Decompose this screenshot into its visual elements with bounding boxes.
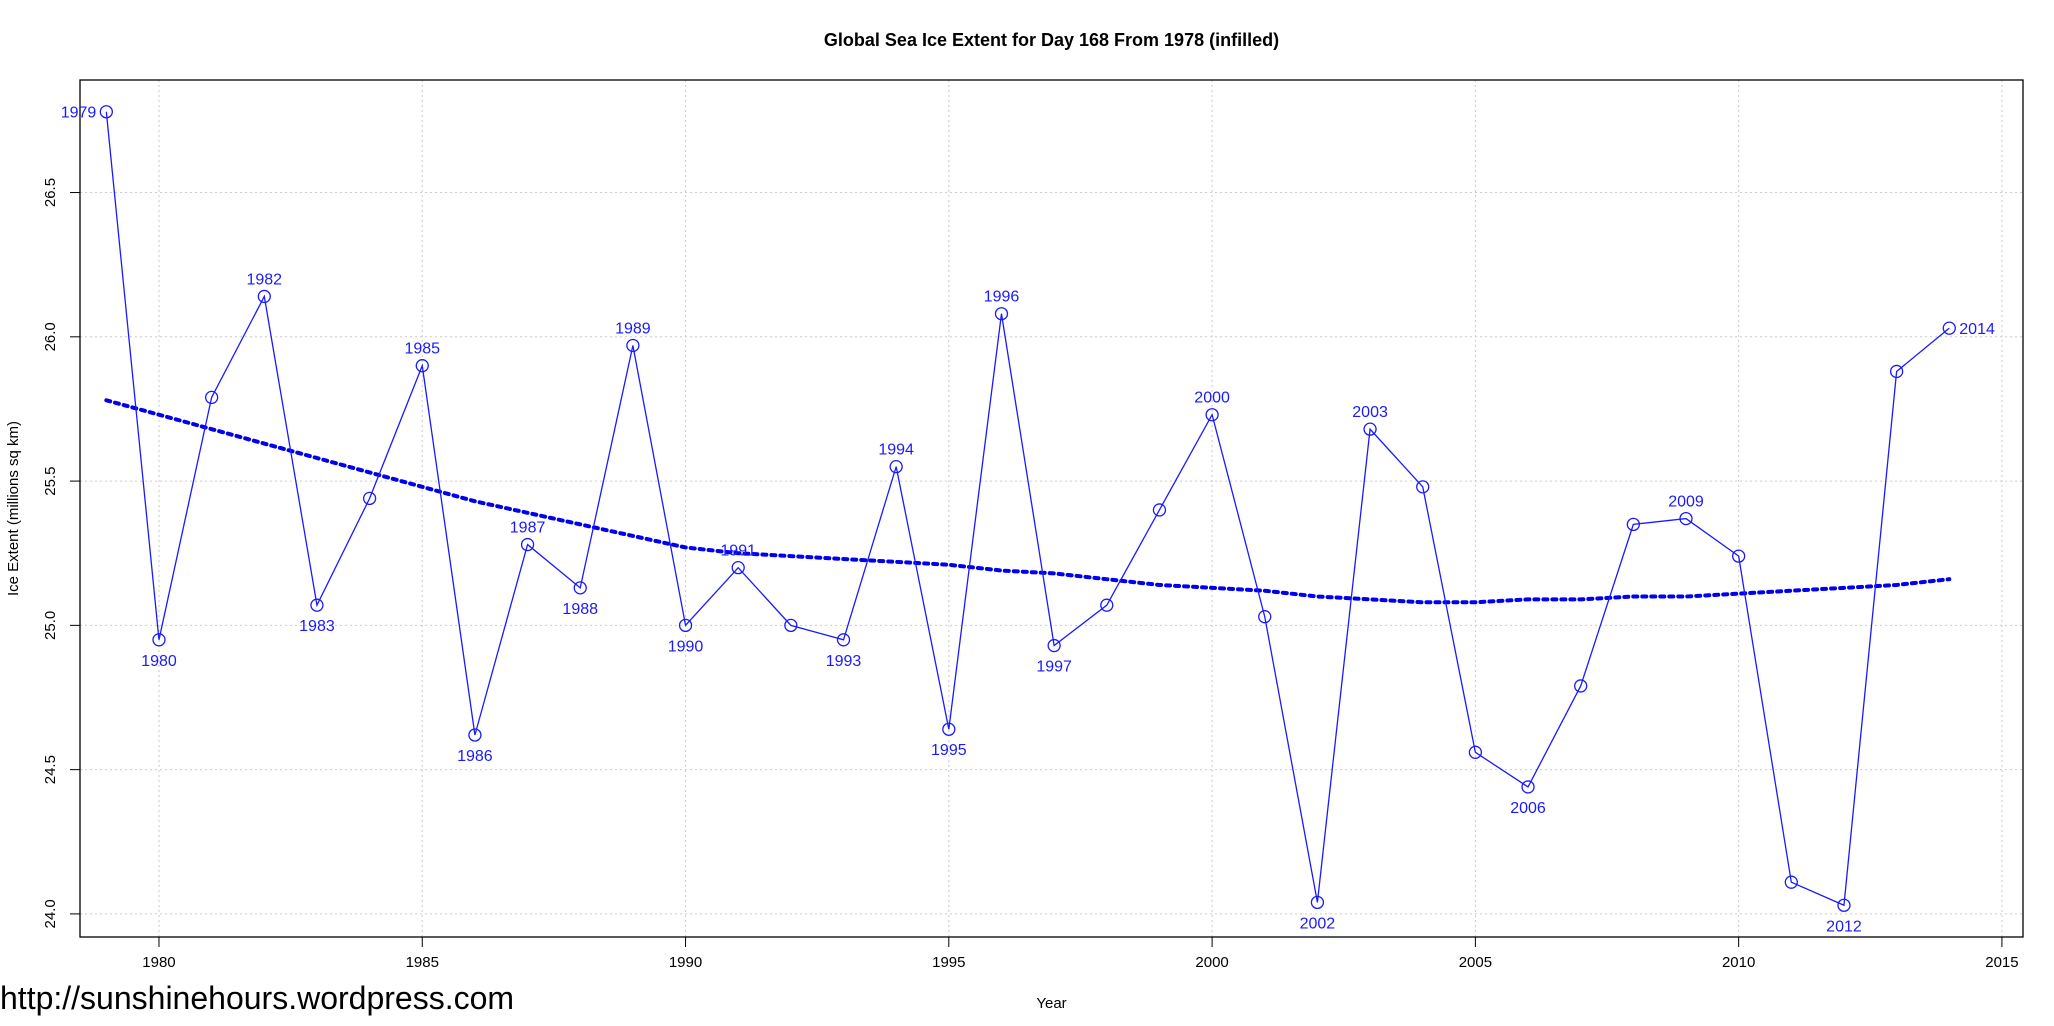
data-point bbox=[310, 598, 324, 612]
plot-frame bbox=[79, 79, 2024, 938]
point-label: 1995 bbox=[931, 742, 967, 759]
point-label: 2009 bbox=[1668, 494, 1704, 511]
data-point bbox=[1732, 549, 1746, 563]
point-label: 2006 bbox=[1510, 800, 1546, 817]
data-point bbox=[1574, 679, 1588, 693]
point-label: 1991 bbox=[720, 543, 756, 560]
data-point bbox=[1468, 745, 1483, 759]
data-point bbox=[99, 105, 113, 119]
chart-title: Global Sea Ice Extent for Day 168 From 1… bbox=[824, 30, 1279, 50]
y-tick-label: 24.5 bbox=[42, 755, 59, 784]
point-label: 1989 bbox=[615, 320, 651, 337]
point-label: 1987 bbox=[510, 520, 546, 537]
point-label: 1980 bbox=[141, 653, 177, 670]
data-point bbox=[1363, 422, 1377, 436]
data-point bbox=[626, 338, 640, 353]
data-point bbox=[1889, 364, 1904, 379]
y-tick-label: 25.5 bbox=[42, 466, 59, 495]
data-point bbox=[257, 289, 271, 304]
point-label: 1996 bbox=[984, 289, 1020, 306]
data-point bbox=[942, 722, 956, 736]
x-tick-label: 1990 bbox=[669, 954, 702, 971]
point-label: 2003 bbox=[1352, 404, 1388, 421]
watermark-url: http://sunshinehours.wordpress.com bbox=[0, 980, 515, 1016]
data-point bbox=[1205, 408, 1219, 422]
point-label: 1979 bbox=[61, 105, 97, 122]
data-point bbox=[362, 491, 377, 506]
data-point bbox=[1258, 610, 1272, 624]
point-label: 2002 bbox=[1300, 915, 1336, 932]
y-tick-label: 26.5 bbox=[42, 178, 59, 207]
x-axis-label: Year bbox=[1036, 995, 1066, 1012]
y-tick-label: 24.0 bbox=[42, 899, 59, 928]
point-label: 1986 bbox=[457, 748, 493, 765]
point-label: 2012 bbox=[1826, 918, 1862, 935]
data-point bbox=[152, 633, 166, 647]
x-tick-label: 1985 bbox=[406, 954, 439, 971]
data-point bbox=[1521, 780, 1535, 794]
data-point bbox=[889, 460, 903, 474]
point-label: 1997 bbox=[1036, 659, 1072, 676]
series-ice-extent bbox=[99, 105, 1956, 912]
y-axis-label: Ice Extent (millions sq km) bbox=[5, 421, 22, 596]
data-point bbox=[836, 633, 851, 647]
data-point bbox=[204, 390, 219, 405]
x-axis: 1980 1985 1990 1995 2000 2005 2010 2015 bbox=[142, 936, 2019, 971]
point-label: 1982 bbox=[246, 271, 282, 288]
point-label: 1990 bbox=[668, 638, 704, 655]
series-line-path bbox=[105, 111, 1950, 907]
x-tick-label: 1980 bbox=[142, 954, 175, 971]
data-point bbox=[994, 307, 1009, 321]
y-axis: 24.0 24.5 25.0 25.5 26.0 26.5 bbox=[42, 178, 81, 929]
point-label: 1993 bbox=[826, 653, 862, 670]
data-point bbox=[678, 618, 693, 633]
data-point bbox=[1047, 638, 1061, 653]
data-point bbox=[1416, 480, 1430, 494]
y-tick-label: 26.0 bbox=[42, 322, 59, 351]
data-point bbox=[415, 359, 429, 373]
data-point bbox=[1837, 898, 1851, 912]
x-tick-label: 1995 bbox=[932, 954, 965, 971]
data-point bbox=[520, 537, 535, 552]
point-label: 2014 bbox=[1959, 321, 1995, 338]
trend-line-path bbox=[104, 398, 1952, 605]
point-label: 1988 bbox=[562, 601, 598, 618]
data-point bbox=[1100, 598, 1114, 612]
point-label: 2000 bbox=[1194, 390, 1230, 407]
x-tick-label: 2005 bbox=[1459, 954, 1492, 971]
data-point bbox=[1784, 875, 1798, 889]
x-tick-label: 2000 bbox=[1195, 954, 1228, 971]
data-point bbox=[1152, 503, 1167, 517]
data-point bbox=[573, 581, 587, 595]
point-label: 1983 bbox=[299, 618, 335, 635]
data-point bbox=[468, 728, 482, 742]
point-label: 1985 bbox=[404, 341, 440, 358]
y-tick-label: 25.0 bbox=[42, 611, 59, 640]
data-point bbox=[1942, 321, 1956, 335]
data-point bbox=[731, 561, 745, 575]
data-point bbox=[1679, 511, 1693, 526]
data-point bbox=[1310, 895, 1325, 910]
grid bbox=[80, 80, 2023, 937]
point-label: 1994 bbox=[878, 442, 914, 459]
x-tick-label: 2015 bbox=[1985, 954, 2018, 971]
point-labels: 1979 1980 1982 1983 1985 1986 1987 1988 1989 1990… bbox=[61, 105, 1995, 936]
x-tick-label: 2010 bbox=[1722, 954, 1755, 971]
trend-line bbox=[104, 398, 1952, 605]
data-point bbox=[1626, 517, 1640, 532]
data-point bbox=[784, 618, 798, 633]
